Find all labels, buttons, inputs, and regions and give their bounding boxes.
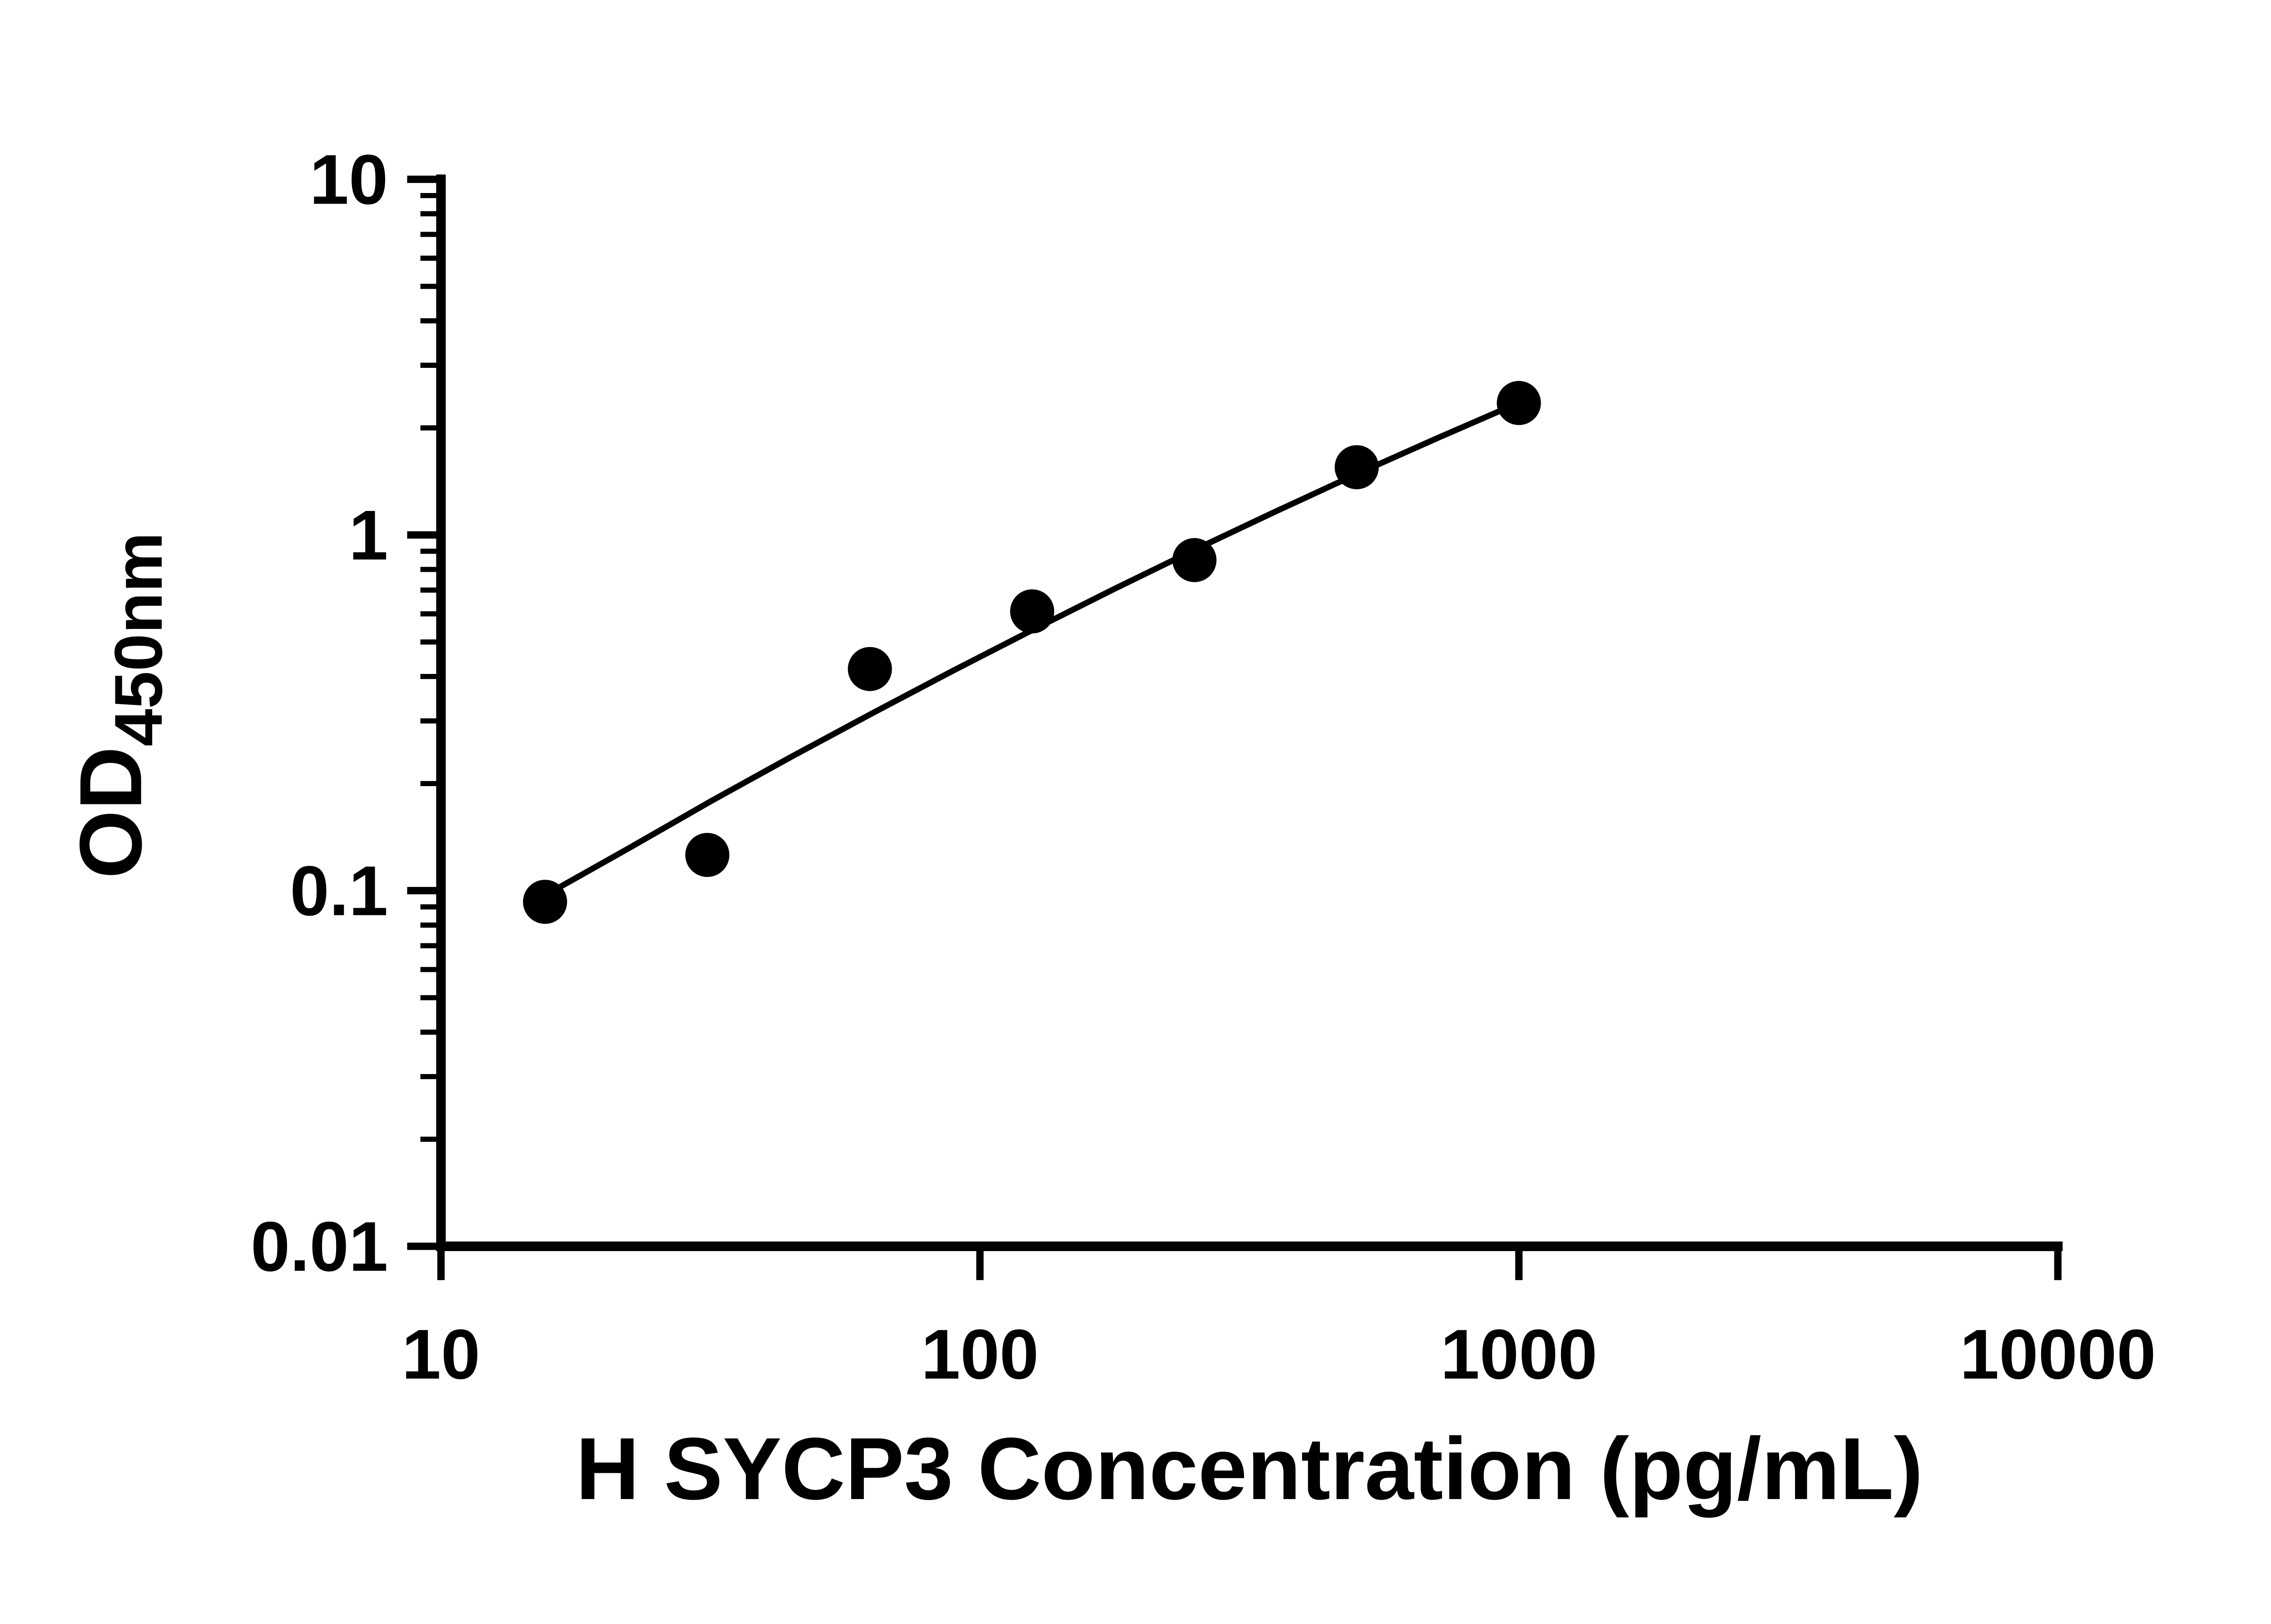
data-point: [1497, 381, 1541, 425]
x-tick-label: 100: [921, 1315, 1039, 1394]
data-point: [1172, 538, 1217, 582]
data-point: [1010, 589, 1055, 634]
y-axis-title-subscript: 450nm: [100, 532, 176, 747]
data-point: [523, 880, 567, 924]
y-axis-tick-labels: 10 1 0.1 0.01: [251, 140, 388, 1286]
y-tick-label: 0.1: [290, 851, 388, 930]
y-tick-label: 1: [349, 495, 388, 574]
y-axis-title: OD450nm: [62, 532, 176, 879]
y-axis-title-main: OD: [62, 747, 160, 879]
x-axis-tick-labels: 10 100 1000 10000: [402, 1315, 2156, 1394]
y-axis-minor-ticks: [420, 193, 438, 1142]
y-tick-label: 10: [310, 140, 388, 219]
data-point: [1334, 445, 1379, 490]
y-tick-label: 0.01: [251, 1207, 388, 1286]
data-point: [848, 647, 892, 691]
x-tick-label: 1000: [1440, 1315, 1597, 1394]
x-tick-label: 10: [402, 1315, 480, 1394]
data-points-group: [523, 381, 1541, 924]
y-axis-major-ticks: [407, 175, 438, 1250]
data-point: [685, 832, 729, 877]
x-axis-major-ticks: [437, 1249, 2062, 1280]
x-axis-title: H SYCP3 Concentration (pg/mL): [576, 1420, 1923, 1518]
axes: [436, 174, 2063, 1251]
x-tick-label: 10000: [1960, 1315, 2156, 1394]
